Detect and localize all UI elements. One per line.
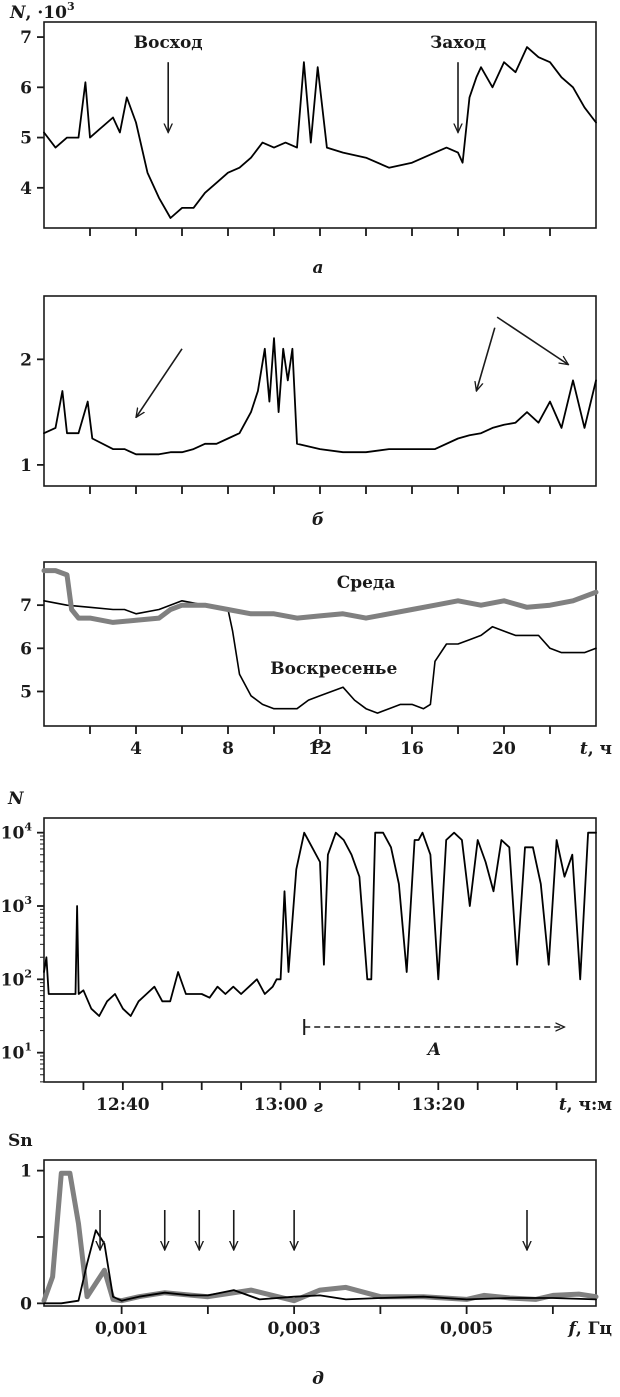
y-axis-title-a: N, ·103 xyxy=(9,0,75,23)
panel-d: 0,001 0,003 0,005 0 1 Sn f, Гц д xyxy=(8,1131,612,1389)
plot-frame-b xyxy=(43,295,597,487)
series-label-v-0: Среда xyxy=(337,573,396,593)
x-axis-title-v: t, ч xyxy=(580,739,612,759)
panel-letter-b: б xyxy=(312,510,324,530)
y-tick-label-a-3: 7 xyxy=(20,28,32,48)
x-tick-label-d-0: 0,001 xyxy=(95,1319,148,1339)
y-tick-label-g-0: 101 xyxy=(1,1041,32,1064)
y-tick-label-a-1: 5 xyxy=(20,129,32,149)
series-line-d-0 xyxy=(41,1170,599,1304)
series-line-b-0 xyxy=(43,337,597,456)
panel-b: 1 2 б xyxy=(20,295,597,530)
series-line-a-0 xyxy=(43,46,597,219)
x-tick-label-d-4: 0,005 xyxy=(440,1319,493,1339)
annotation-arrow-b-2 xyxy=(496,316,568,365)
y-tick-label-d-0: 0 xyxy=(20,1294,32,1314)
x-tick-label-v-9: 20 xyxy=(492,739,516,759)
panel-g: 12:40 13:00 13:20 101 102 103 104 Nt, ч:м г A xyxy=(1,789,613,1117)
x-tick-label-g-1: 12:40 xyxy=(96,1095,150,1115)
y-tick-label-d-2: 1 xyxy=(20,1162,32,1182)
plot-frame-d xyxy=(43,1159,597,1307)
y-tick-label-a-0: 4 xyxy=(20,179,32,199)
y-tick-label-g-3: 104 xyxy=(1,821,33,844)
annotation-label-a-0: Восход xyxy=(134,33,203,53)
series-line-v-1 xyxy=(41,568,599,625)
panel-letter-g: г xyxy=(313,1097,323,1117)
range-marker-label: A xyxy=(426,1040,441,1060)
panel-letter-v: в xyxy=(312,733,323,753)
y-tick-label-b-0: 1 xyxy=(20,456,32,476)
panel-letter-a: а xyxy=(312,258,323,278)
y-tick-label-v-0: 5 xyxy=(20,682,32,702)
series-line-d-1 xyxy=(43,1229,597,1305)
y-axis-title-d: Sn xyxy=(8,1131,33,1151)
plot-frame-v xyxy=(43,561,597,727)
plot-frame-a xyxy=(43,21,597,229)
x-tick-label-d-2: 0,003 xyxy=(268,1319,321,1339)
y-tick-label-b-1: 2 xyxy=(20,350,32,370)
y-tick-label-v-2: 7 xyxy=(20,596,32,616)
annotation-label-a-1: Заход xyxy=(430,33,486,53)
x-tick-label-v-3: 8 xyxy=(222,739,234,759)
x-tick-label-v-7: 16 xyxy=(400,739,424,759)
panel-a: 4 5 6 7 N, ·103 а Восход Заход xyxy=(9,0,597,278)
x-axis-title-g: t, ч:м xyxy=(559,1095,612,1115)
x-tick-label-g-9: 13:20 xyxy=(411,1095,465,1115)
y-tick-label-g-1: 102 xyxy=(1,967,32,990)
y-tick-label-v-1: 6 xyxy=(20,639,32,659)
x-axis-title-d: f, Гц xyxy=(568,1319,612,1339)
series-line-g-0 xyxy=(43,831,597,1017)
x-tick-label-v-5: 12 xyxy=(308,739,332,759)
y-tick-label-a-2: 6 xyxy=(20,78,32,98)
x-tick-label-g-5: 13:00 xyxy=(254,1095,308,1115)
annotation-arrow-b-0 xyxy=(136,348,183,418)
annotation-arrow-b-1 xyxy=(476,327,496,391)
panel-letter-d: д xyxy=(312,1369,324,1389)
x-tick-label-v-1: 4 xyxy=(130,739,142,759)
series-line-v-0 xyxy=(43,599,597,714)
y-tick-label-g-2: 103 xyxy=(1,894,32,917)
plot-frame-g xyxy=(43,817,597,1083)
series-label-v-1: Воскресенье xyxy=(270,659,397,679)
panel-v: 4 8 12 16 20 5 6 7 t, ч в Среда Воскресенье xyxy=(20,561,612,759)
y-axis-title-g: N xyxy=(7,789,25,809)
